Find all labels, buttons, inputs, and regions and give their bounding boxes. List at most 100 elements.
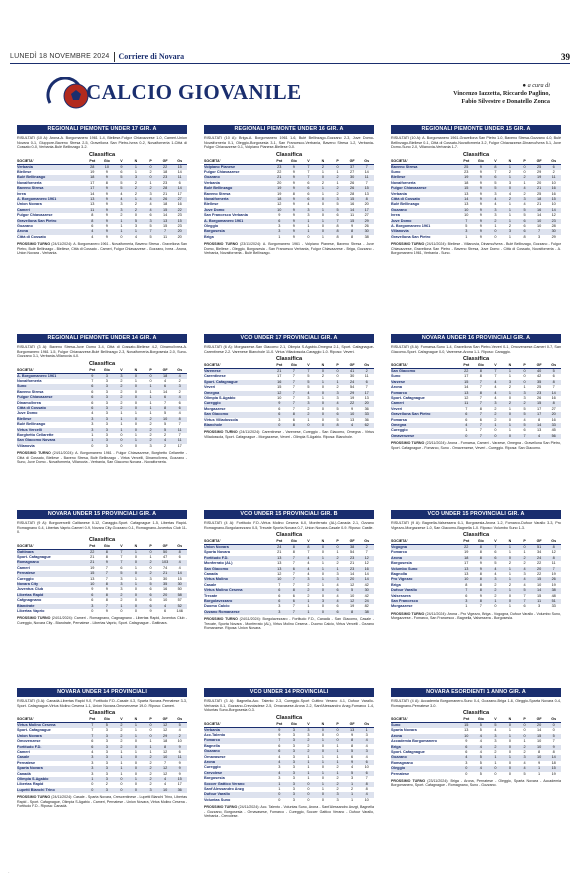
- table-row: San Francesco Verbania 9 9 3 0 6 11 27: [204, 213, 374, 218]
- results-text: RISULTATI (10 A): Arona-A. Borgomanero 1…: [17, 136, 187, 149]
- stat-cell: 3: [286, 738, 302, 744]
- stat-cell: 0: [321, 385, 325, 390]
- stat-cell: 3: [365, 732, 368, 737]
- stat-cell: 3: [488, 401, 503, 407]
- stat-cell: 2: [164, 443, 167, 448]
- table-row: San Giacomo 13 6 4 1 1 23 16: [204, 566, 374, 573]
- stat-cell: 1: [307, 776, 310, 781]
- section-title: VCO UNDER 17 PROVINCIALI GIR. A: [204, 334, 374, 343]
- team-name: Casale: [17, 755, 85, 761]
- column-header: SOCIETA': [391, 539, 459, 545]
- stat-cell: 22: [536, 561, 542, 566]
- team-name: Bulè Bellinzago: [17, 175, 85, 181]
- stat-cell: 9: [286, 175, 302, 181]
- stat-cell: 3: [99, 416, 115, 423]
- stat-cell: 3: [351, 776, 354, 781]
- stat-cell: 0: [315, 412, 331, 418]
- stat-cell: 0: [128, 592, 144, 599]
- stat-cell: 23: [162, 180, 168, 185]
- stat-cell: 3: [465, 760, 468, 765]
- stat-cell: 14: [536, 213, 542, 218]
- stat-cell: 6: [120, 169, 123, 174]
- stat-cell: 2: [494, 582, 497, 587]
- stat-cell: 26: [536, 396, 542, 401]
- stat-cell: 13: [464, 728, 469, 733]
- team-name: Borgosesia: [204, 776, 225, 781]
- table-row: San Francesco 3 8 1 0 7 11 51: [391, 599, 561, 605]
- next-round-label: PROSSIMO TURNO: [17, 616, 51, 621]
- table-row: Veveri 15 7 5 0 2 54 7: [204, 385, 374, 390]
- stat-cell: 30: [359, 588, 374, 594]
- stat-cell: 1: [330, 770, 345, 777]
- table-row: Pernatese 0 5 0 0 5 1 19: [391, 772, 561, 777]
- table-row: Valsessera 6 9 2 0 7 15 48: [391, 594, 561, 599]
- stat-cell: 3: [99, 427, 115, 433]
- column-header: V: [488, 158, 503, 165]
- stat-cell: 15: [162, 223, 168, 228]
- stat-cell: 9: [479, 169, 482, 174]
- team-name: Villanovia: [17, 443, 35, 448]
- stat-cell: 8: [286, 544, 302, 551]
- stat-cell: 3: [99, 384, 115, 390]
- stat-cell: 0: [134, 400, 138, 405]
- team-name: Biellese: [17, 169, 32, 174]
- stat-cell: 16: [546, 186, 561, 192]
- stat-cell: 7: [301, 368, 316, 375]
- stat-cell: 2: [336, 765, 339, 770]
- stat-cell: 0: [517, 733, 532, 740]
- table-row: Sport. Cafagnague 6 4 2 0 2 8 8: [391, 750, 561, 755]
- table-row: Bianchole 0 8 0 0 8 4 62: [204, 423, 374, 429]
- column-header: Gs: [546, 158, 561, 165]
- team-name: Biellese: [17, 416, 85, 423]
- stat-cell: 8: [546, 544, 561, 551]
- team-name: Fortitudo F.D.: [17, 744, 85, 751]
- column-header: GF: [344, 363, 360, 369]
- stat-cell: 2: [143, 777, 158, 783]
- column-header: Gio: [473, 158, 489, 165]
- column-header: Gs: [172, 717, 187, 723]
- stat-cell: 7: [365, 180, 368, 185]
- table-row: Vogogna 22 8 7 1 0 51 8: [391, 544, 561, 551]
- column-header: GF: [531, 539, 547, 545]
- stat-cell: 4: [172, 373, 187, 379]
- stat-cell: 1: [120, 223, 123, 228]
- stat-cell: 10: [162, 598, 168, 603]
- stat-cell: 0: [143, 722, 158, 729]
- stat-cell: 7: [85, 733, 100, 740]
- stat-cell: 0: [488, 433, 503, 440]
- table-row: Casale 3 3 1 0 2 10 11: [17, 755, 187, 761]
- stat-cell: 7: [459, 588, 474, 594]
- stat-cell: 1: [502, 390, 518, 397]
- stat-cell: 1: [128, 438, 144, 444]
- stat-cell: 8: [172, 549, 187, 555]
- stat-cell: 0: [517, 164, 532, 170]
- column-header: Gs: [359, 721, 374, 728]
- stat-cell: 0: [134, 443, 138, 448]
- stat-cell: 1: [508, 374, 512, 379]
- stat-cell: 15: [531, 733, 547, 740]
- stat-cell: 2: [114, 384, 129, 390]
- table-row: Verbania 20 9 6 2 1 26 7: [204, 181, 374, 186]
- stat-cell: 8: [473, 368, 489, 375]
- stat-cell: 4: [301, 555, 316, 562]
- stat-cell: 4: [178, 728, 181, 733]
- stat-cell: 3: [85, 755, 100, 761]
- stat-cell: 0: [134, 608, 138, 613]
- column-header: P: [517, 363, 532, 369]
- stat-cell: 4: [517, 566, 532, 573]
- stat-cell: 1: [307, 417, 310, 422]
- stat-cell: 12: [272, 390, 287, 397]
- stat-cell: 0: [315, 175, 331, 181]
- stat-cell: 2: [330, 781, 345, 787]
- stat-cell: 2: [143, 571, 158, 577]
- stat-cell: 3: [278, 765, 281, 770]
- stat-cell: 3: [99, 405, 115, 412]
- team-name: Virtus Vercelli: [17, 427, 85, 433]
- column-header: Gio: [286, 363, 302, 369]
- stat-cell: 2: [120, 389, 123, 394]
- stat-cell: 9: [272, 401, 287, 407]
- stat-cell: 4: [278, 754, 281, 759]
- stat-cell: 1: [149, 180, 152, 185]
- stat-cell: 1: [301, 599, 316, 605]
